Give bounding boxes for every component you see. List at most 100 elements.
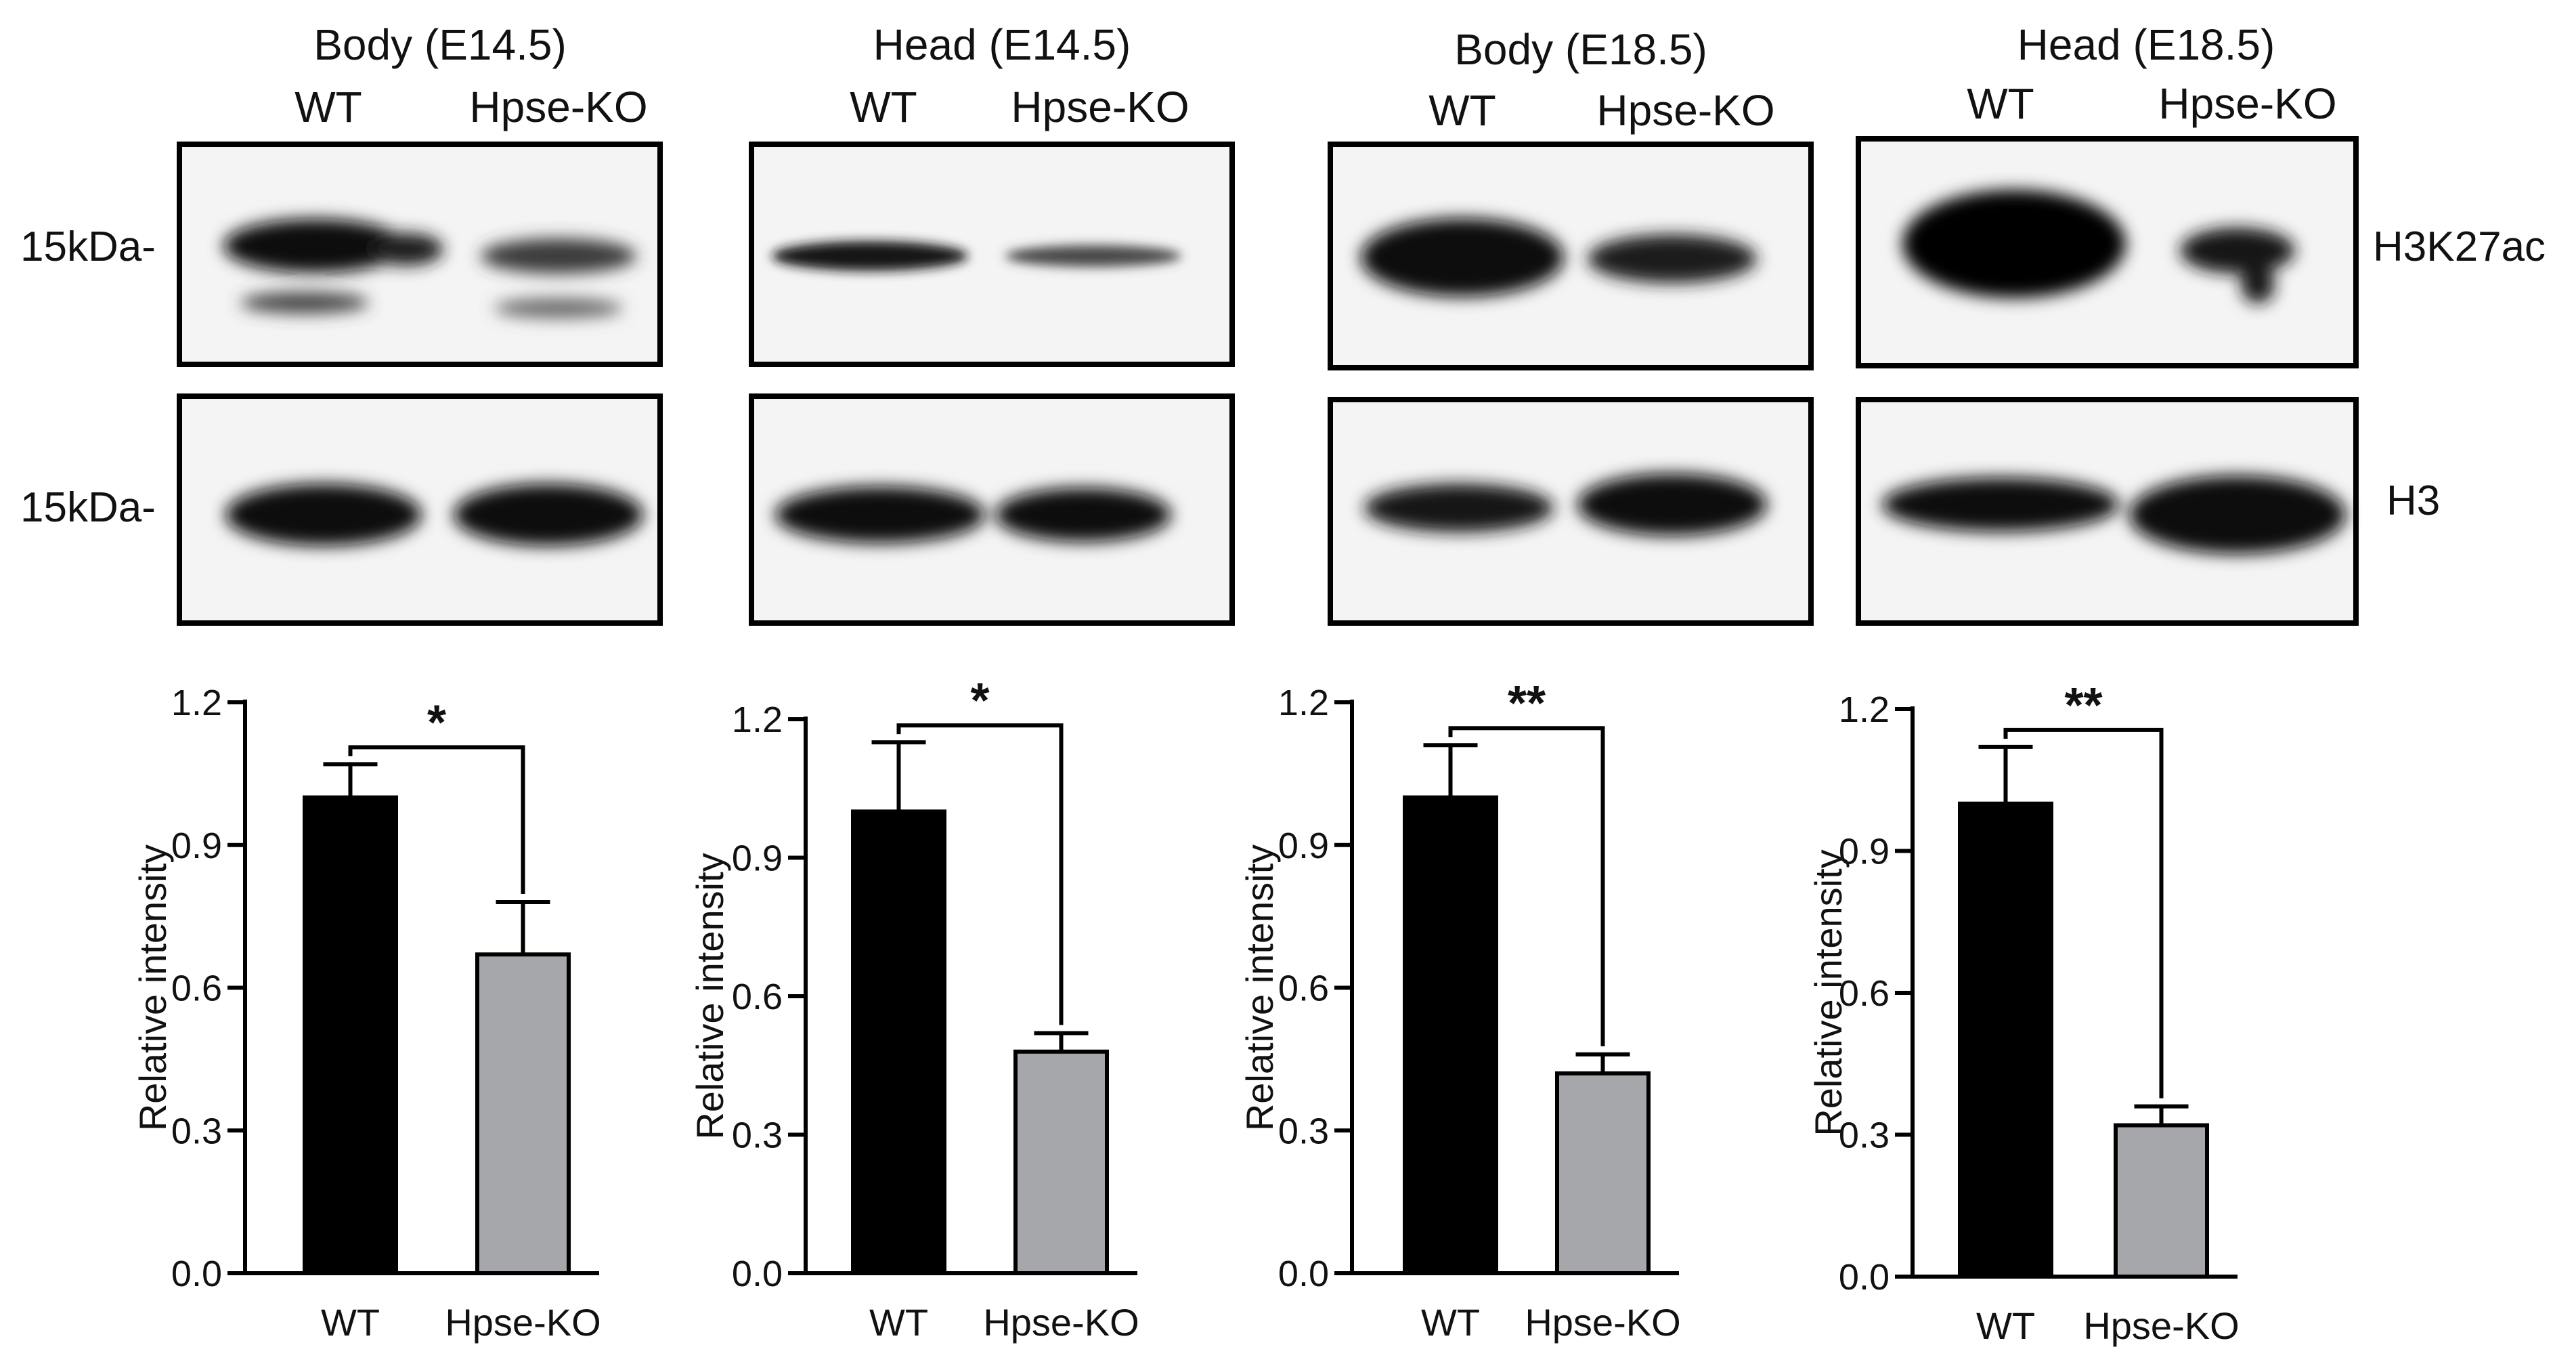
y-tick-label: 0.3: [732, 1115, 783, 1156]
bar-chart-2: 0.0 0.3 0.6 0.9 1.2 Relative intensity WT Hpse-…: [689, 674, 1139, 1344]
band-ko: [1588, 234, 1757, 283]
bar-wt: [851, 809, 946, 1276]
significance-label: **: [2064, 679, 2102, 733]
bands-bottom: [225, 484, 643, 546]
y-axis-label: Relative intensity: [1807, 849, 1850, 1136]
significance-bracket: [1448, 726, 1605, 1046]
lane-label-ko: Hpse-KO: [1011, 83, 1189, 131]
lane-label-ko: Hpse-KO: [1596, 86, 1774, 135]
significance-bracket: [896, 723, 1064, 1025]
bar-wt: [303, 795, 398, 1275]
blot-body-e18-5: Body (E18.5) WT Hpse-KO: [1328, 25, 1814, 626]
band-ko: [481, 238, 636, 274]
lane-label-wt: WT: [850, 83, 917, 131]
band-wt: [1902, 190, 2126, 298]
lane-label-wt: WT: [294, 83, 362, 131]
x-category-label: Hpse-KO: [1525, 1301, 1680, 1344]
bands-bottom: [1882, 475, 2346, 554]
x-category-label: Hpse-KO: [445, 1301, 601, 1344]
y-tick-label: 0.3: [171, 1111, 222, 1151]
y-tick-label: 0.0: [171, 1254, 222, 1294]
blot-title: Head (E14.5): [873, 20, 1131, 69]
band-ko: [1005, 245, 1181, 267]
band-wt: [775, 486, 985, 543]
band-wt: [772, 241, 968, 271]
band-ko-lower: [494, 298, 623, 318]
band-ko: [1577, 473, 1767, 536]
bands-top: [1902, 190, 2295, 303]
lane-label-ko: Hpse-KO: [2158, 79, 2336, 128]
blot-head-e14-5: Head (E14.5) WT Hpse-KO: [749, 20, 1235, 626]
band-wt: [225, 484, 422, 546]
bands-bottom: [1364, 473, 1767, 536]
y-tick-label: 0.6: [1839, 973, 1890, 1014]
bar-wt: [1958, 801, 2053, 1279]
bar-ko: [2114, 1123, 2209, 1279]
x-category-label: WT: [869, 1301, 928, 1344]
bar-chart-3: 0.0 0.3 0.6 0.9 1.2 Relative intensity WT Hpse-…: [1238, 677, 1681, 1344]
significance-label: *: [970, 674, 989, 728]
y-tick-label: 0.9: [1839, 832, 1890, 872]
band-wt: [1361, 218, 1564, 297]
y-tick-label: 0.9: [732, 838, 783, 879]
bands-top: [223, 219, 636, 318]
y-tick-label: 0.9: [1278, 826, 1329, 866]
band-ko: [454, 484, 643, 546]
significance-bracket: [348, 745, 525, 895]
y-axis-label: Relative intensity: [131, 845, 174, 1131]
y-tick-label: 0.3: [1839, 1115, 1890, 1156]
y-axis-label: Relative intensity: [689, 853, 731, 1139]
blot-body-e14-5: Body (E14.5) WT Hpse-KO: [177, 20, 663, 626]
band-wt: [223, 219, 406, 273]
bar-ko: [475, 952, 571, 1275]
band-ko-drip: [2241, 265, 2275, 303]
blot-head-e18-5: Head (E18.5) WT Hpse-KO: [1856, 20, 2359, 626]
band-wt: [1882, 477, 2119, 532]
y-tick-label: 1.2: [1278, 683, 1329, 723]
blot-title: Head (E18.5): [2017, 20, 2275, 69]
x-category-label: WT: [1976, 1304, 2035, 1347]
western-blots: 15kDa- 15kDa- H3K27ac H3 Body (E14.5) WT…: [20, 20, 2546, 626]
marker-label-top: 15kDa-: [20, 223, 156, 270]
lane-label-ko: Hpse-KO: [469, 83, 647, 131]
x-category-label: WT: [321, 1301, 380, 1344]
band-ko: [995, 488, 1171, 542]
band-wt-lower: [240, 292, 369, 314]
y-tick-label: 0.0: [732, 1254, 783, 1294]
band-label-h3k27ac: H3K27ac: [2373, 223, 2546, 270]
y-axis-label: Relative intensity: [1238, 845, 1281, 1131]
significance-bracket: [2003, 727, 2164, 1098]
bar-ko: [1013, 1049, 1109, 1276]
lane-label-wt: WT: [1967, 79, 2034, 128]
y-tick-label: 0.6: [732, 977, 783, 1017]
y-tick-label: 0.0: [1839, 1257, 1890, 1298]
y-tick-label: 0.3: [1278, 1111, 1329, 1151]
bar-charts: 0.0 0.3 0.6 0.9 1.2 Relative intensity WT Hpse-…: [131, 674, 2240, 1347]
y-tick-label: 0.0: [1278, 1254, 1329, 1294]
blot-title: Body (E18.5): [1454, 25, 1707, 74]
marker-label-bottom: 15kDa-: [20, 484, 156, 531]
bands-top: [1361, 218, 1757, 297]
y-tick-label: 1.2: [171, 683, 222, 723]
y-tick-label: 0.6: [171, 968, 222, 1009]
bar-ko: [1555, 1071, 1651, 1275]
y-tick-label: 1.2: [732, 700, 783, 740]
bar-chart-1: 0.0 0.3 0.6 0.9 1.2 Relative intensity WT Hpse-…: [131, 683, 601, 1344]
bar-wt: [1403, 795, 1498, 1275]
blot-title: Body (E14.5): [313, 20, 567, 69]
band-ko: [2180, 228, 2295, 274]
significance-label: **: [1508, 677, 1546, 731]
x-category-label: Hpse-KO: [2083, 1304, 2239, 1347]
bar-chart-4: 0.0 0.3 0.6 0.9 1.2 Relative intensity WT Hpse-…: [1807, 679, 2240, 1347]
lane-label-wt: WT: [1428, 86, 1496, 135]
band-wt: [1364, 484, 1554, 532]
bands-top: [772, 241, 1181, 271]
bands-bottom: [775, 486, 1171, 543]
band-wt-tail: [369, 233, 443, 265]
significance-label: *: [427, 696, 446, 750]
y-tick-label: 0.9: [171, 826, 222, 866]
x-category-label: Hpse-KO: [983, 1301, 1139, 1344]
band-ko: [2129, 475, 2346, 554]
y-tick-label: 1.2: [1839, 689, 1890, 730]
